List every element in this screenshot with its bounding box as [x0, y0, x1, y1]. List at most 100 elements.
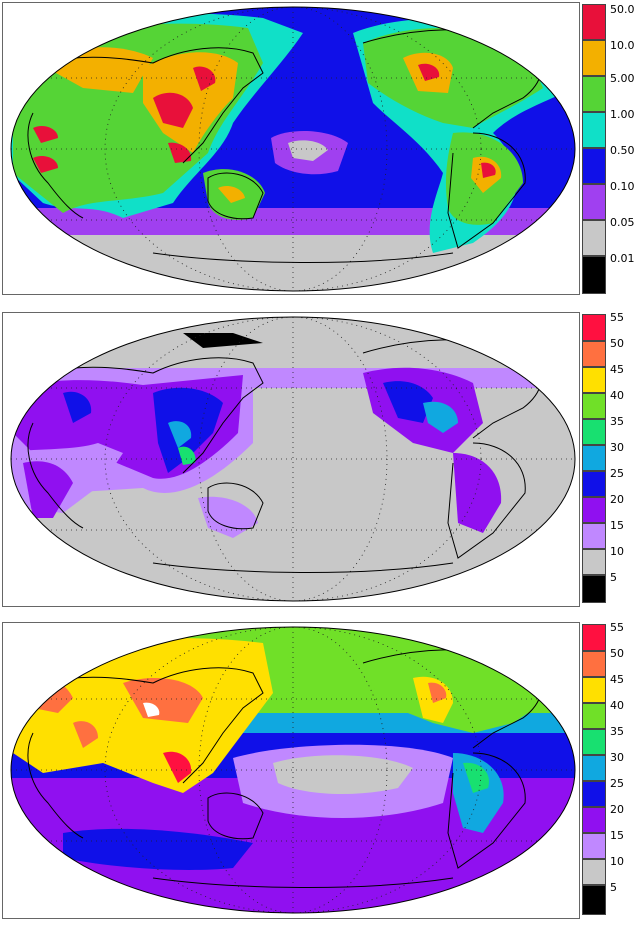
scale-label: 35 [610, 725, 624, 738]
color-scale-top: 50.0 10.0 5.00 1.00 0.50 0.10 0.05 0.01 [582, 4, 635, 294]
scale-swatch [582, 624, 606, 651]
africa-red-1 [33, 126, 58, 143]
us-red [418, 63, 440, 81]
scale-label: 5 [610, 881, 617, 894]
graticule [11, 317, 575, 601]
scale-swatch [582, 419, 606, 445]
europe-blue [63, 391, 92, 423]
china-red [193, 66, 216, 91]
scale-label: 15 [610, 829, 624, 842]
scale-swatch [582, 781, 606, 807]
scale-swatch [582, 367, 606, 393]
scale-swatch [582, 885, 606, 915]
africa-red-2 [33, 156, 58, 173]
scale-label: 10 [610, 545, 624, 558]
scale-swatch [582, 76, 606, 112]
pacific-grey [273, 755, 413, 795]
world-map-middle [10, 316, 576, 602]
se-asia-red [168, 142, 192, 163]
scale-label: 1.00 [610, 108, 635, 121]
scale-swatch [582, 220, 606, 256]
scale-swatch [582, 677, 606, 703]
graticule [11, 7, 575, 291]
arabia-orange [73, 721, 98, 748]
tibet-white [143, 702, 160, 717]
scale-swatch [582, 575, 606, 603]
scale-swatch [582, 755, 606, 781]
map-outline [10, 316, 576, 602]
scale-label: 45 [610, 363, 624, 376]
south-america-cyan [453, 753, 504, 833]
map-panel-middle: 55 50 45 40 35 30 25 20 15 10 5 [0, 310, 635, 608]
antarctica-band [11, 235, 575, 291]
scale-label: 0.10 [610, 180, 635, 193]
us-orange [428, 682, 447, 703]
scale-label: 25 [610, 467, 624, 480]
scale-label: 0.50 [610, 144, 635, 157]
north-america-blue [383, 381, 433, 423]
brazil-red [481, 162, 496, 178]
asia-orange [123, 678, 203, 723]
scale-swatch [582, 445, 606, 471]
scale-swatch [582, 393, 606, 419]
map-outline [10, 6, 576, 292]
scale-label: 5 [610, 571, 617, 584]
scale-label: 0.01 [610, 252, 635, 265]
india-red [153, 92, 193, 128]
scale-label: 10.0 [610, 39, 635, 52]
scale-swatch [582, 341, 606, 367]
scale-swatch [582, 471, 606, 497]
scale-swatch [582, 729, 606, 755]
scale-label: 55 [610, 311, 624, 324]
pacific-grey-patch [288, 140, 328, 161]
scale-swatch [582, 4, 606, 40]
scale-label: 20 [610, 493, 624, 506]
scale-swatch [582, 184, 606, 220]
australia-lavender [198, 496, 258, 538]
scale-label: 50.0 [610, 3, 635, 16]
scale-label: 30 [610, 751, 624, 764]
scale-label: 0.05 [610, 216, 635, 229]
scale-label: 15 [610, 519, 624, 532]
map-outline [10, 626, 576, 914]
world-map-bottom [10, 626, 576, 914]
scale-swatch [582, 807, 606, 833]
scale-label: 10 [610, 855, 624, 868]
map-panel-bottom: 55 50 45 40 35 30 25 20 15 10 5 [0, 620, 635, 920]
scale-swatch [582, 256, 606, 294]
scale-swatch [582, 112, 606, 148]
se-asia-red [163, 751, 192, 783]
scale-label: 40 [610, 389, 624, 402]
scale-label: 55 [610, 621, 624, 634]
scale-swatch [582, 651, 606, 677]
world-map-top [10, 6, 576, 292]
southern-blue [63, 828, 253, 870]
scale-swatch [582, 40, 606, 76]
scale-label: 50 [610, 337, 624, 350]
north-america-green [363, 28, 543, 128]
scale-swatch [582, 549, 606, 575]
south-america-purple [453, 453, 502, 533]
scale-label: 20 [610, 803, 624, 816]
arctic-black [183, 333, 263, 348]
scale-label: 25 [610, 777, 624, 790]
east-asia-green [178, 446, 196, 465]
amazon-green [463, 762, 489, 793]
color-scale-middle: 55 50 45 40 35 30 25 20 15 10 5 [582, 312, 624, 606]
scale-swatch [582, 148, 606, 184]
scale-swatch [582, 497, 606, 523]
scale-label: 50 [610, 647, 624, 660]
east-asia-cyan [168, 421, 192, 448]
scale-swatch [582, 314, 606, 341]
scale-label: 45 [610, 673, 624, 686]
graticule [11, 627, 575, 913]
australia-orange [218, 186, 245, 203]
caribbean-cyan [423, 401, 458, 433]
scale-swatch [582, 523, 606, 549]
scale-label: 5.00 [610, 72, 635, 85]
scale-label: 40 [610, 699, 624, 712]
color-scale-bottom: 55 50 45 40 35 30 25 20 15 10 5 [582, 622, 624, 918]
scale-label: 35 [610, 415, 624, 428]
scale-label: 30 [610, 441, 624, 454]
scale-swatch [582, 859, 606, 885]
